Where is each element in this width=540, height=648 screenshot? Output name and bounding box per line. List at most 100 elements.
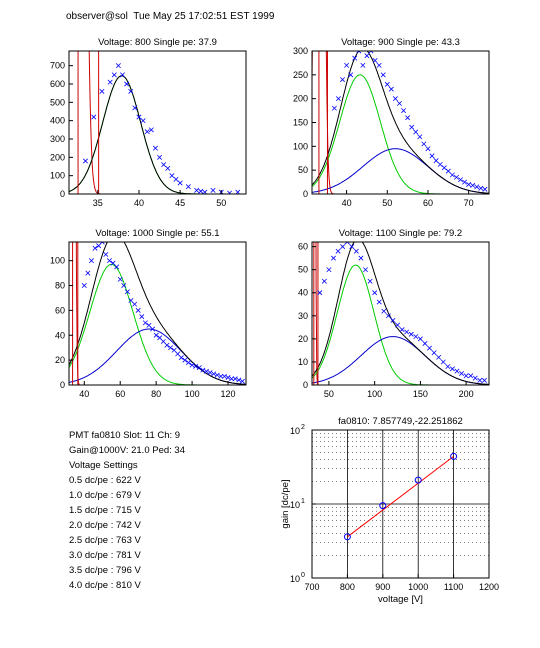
data-point (198, 188, 204, 194)
data-point (459, 370, 465, 376)
plot-area (312, 430, 489, 578)
data-point (207, 370, 213, 376)
data-point (440, 359, 446, 365)
axes-frame (311, 50, 490, 195)
data-point (186, 360, 191, 366)
y-tick-label: 10 (290, 574, 300, 584)
gain-point (450, 452, 458, 460)
data-point (388, 86, 394, 92)
y-tick-label: 0 (303, 380, 308, 390)
data-point (173, 176, 179, 182)
plot-area (69, 51, 246, 194)
y-tick-label: 600 (50, 79, 65, 89)
data-point (139, 314, 145, 320)
data-point (203, 368, 209, 374)
data-point (427, 345, 433, 351)
data-point (344, 62, 350, 68)
data-point (211, 371, 217, 377)
y-tick-label: 40 (55, 330, 65, 340)
data-point (368, 51, 374, 54)
data-point (132, 301, 138, 307)
single-pe-curve (69, 75, 246, 194)
data-point (121, 283, 127, 289)
x-tick-label: 200 (459, 389, 474, 399)
data-point (335, 96, 341, 102)
data-point (317, 290, 323, 296)
pedestal-curve (312, 51, 489, 194)
multi-pe-curve (312, 148, 489, 194)
total-fit-curve (312, 51, 489, 194)
data-point (436, 354, 442, 360)
chart-5: fa0810: 7.857749,-22.251862 700 800 900 1000… (280, 416, 499, 605)
y-tick-label: 300 (50, 134, 65, 144)
y-tick-label: 100 (50, 256, 65, 266)
data-point (132, 105, 138, 111)
data-point (348, 72, 354, 78)
data-point (472, 375, 478, 381)
data-point (344, 242, 350, 245)
data-point (106, 258, 112, 264)
data-point (331, 105, 337, 111)
data-point (157, 154, 163, 160)
data-point (124, 289, 130, 295)
x-tick-label: 60 (115, 389, 125, 399)
chart-1: Voltage: 800 Single pe: 37.935 40 45 500100… (50, 37, 247, 208)
data-point (128, 88, 134, 94)
y-tick-label: 50 (298, 265, 308, 275)
data-point (481, 377, 487, 383)
data-point (115, 63, 121, 69)
y-tick-label: 150 (293, 118, 308, 128)
y-tick-label: 10 (298, 357, 308, 367)
data-point (152, 145, 158, 151)
data-point (326, 267, 332, 273)
data-point (140, 118, 146, 124)
setting-line: 4.0 dc/pe : 810 V (69, 580, 141, 591)
data-point (165, 165, 171, 171)
plot-area (312, 51, 489, 194)
x-tick-label: 50 (382, 198, 392, 208)
x-tick-label: 35 (93, 198, 103, 208)
data-point (117, 276, 123, 282)
x-tick-label: 800 (340, 582, 355, 592)
pedestal-curve (75, 242, 246, 385)
data-point (196, 365, 202, 371)
data-point (353, 248, 359, 254)
data-point (232, 376, 238, 382)
plot-area (312, 242, 489, 385)
x-tick-label: 1200 (479, 582, 499, 592)
data-point (194, 187, 200, 193)
y-tick-label: 10 (290, 500, 300, 510)
gain-line: Gain@1000V: 21.0 Ped: 34 (69, 445, 185, 456)
data-point (376, 299, 382, 305)
axes-frame (68, 241, 247, 386)
data-point (462, 179, 468, 185)
data-point (477, 377, 483, 383)
data-point (239, 378, 245, 384)
data-point (135, 307, 141, 313)
data-point (474, 184, 480, 190)
y-tick-label: 0 (303, 189, 308, 199)
header-text: observer@sol Tue May 25 17:02:51 EST 199… (66, 11, 275, 22)
y-tick-label: 30 (298, 311, 308, 321)
chart-3: Voltage: 1000 Single pe: 55.1 40 60 80 100 12… (50, 228, 247, 399)
pmt-line: PMT fa0810 Slot: 11 Ch: 9 (69, 430, 181, 441)
x-tick-label: 40 (342, 198, 352, 208)
data-point (397, 100, 402, 106)
chart-title: Voltage: 1000 Single pe: 55.1 (95, 228, 219, 239)
y-tick-exponent: 2 (301, 424, 305, 431)
setting-line: 3.0 dc/pe : 781 V (69, 550, 141, 561)
x-tick-label: 80 (151, 389, 161, 399)
data-point (358, 255, 364, 261)
data-point (363, 267, 368, 273)
data-point (331, 255, 336, 261)
data-point (161, 162, 167, 168)
multi-pe-curve (312, 336, 489, 385)
x-tick-label: 50 (324, 389, 334, 399)
data-point (376, 62, 382, 68)
y-tick-label: 200 (293, 94, 308, 104)
data-point (482, 186, 488, 192)
data-point (340, 244, 346, 250)
chart-4: Voltage: 1100 Single pe: 79.250 100 150 200… (298, 228, 490, 399)
data-point (441, 165, 447, 171)
data-point (468, 373, 474, 379)
